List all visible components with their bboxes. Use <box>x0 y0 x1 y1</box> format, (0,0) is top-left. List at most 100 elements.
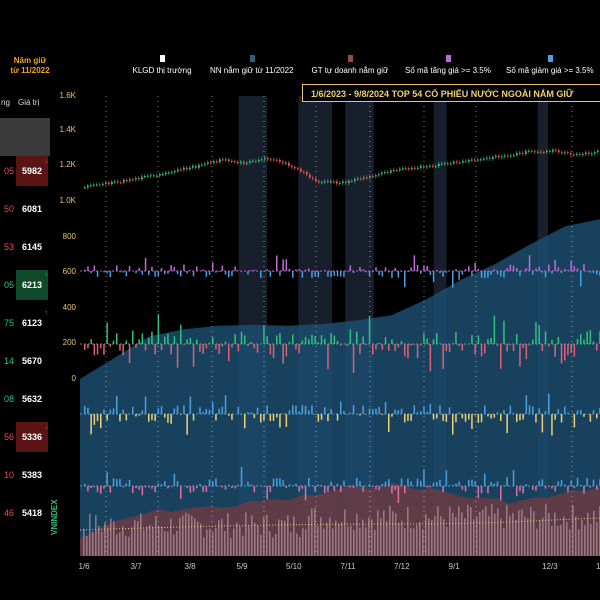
foreign-flow-bar <box>410 344 412 346</box>
volume-bar <box>281 519 283 556</box>
vnindex-candle <box>384 172 386 174</box>
breadth-bar <box>432 271 435 283</box>
breadth-bar <box>260 271 262 278</box>
foreign-flow-bar <box>253 344 256 349</box>
prop-flow-bar <box>448 485 451 486</box>
vnindex-candle <box>591 153 593 155</box>
prop-flow-bar <box>205 486 208 493</box>
prop-flow-bar <box>189 486 192 493</box>
prop-flow-bar <box>589 486 592 488</box>
sector-flow-bar <box>368 408 371 414</box>
table-row[interactable]: 53 6145 <box>0 232 50 262</box>
table-row[interactable]: 10 5383 <box>0 460 50 490</box>
foreign-flow-bar <box>144 344 147 351</box>
foreign-flow-bar <box>186 339 188 344</box>
vnindex-candle <box>516 153 518 156</box>
sector-flow-bar <box>461 414 464 419</box>
sector-flow-bar <box>90 414 92 435</box>
breadth-bar <box>237 270 240 271</box>
breadth-bar <box>375 267 377 271</box>
sector-flow-bar <box>244 414 246 429</box>
breadth-bar <box>263 271 265 272</box>
prop-flow-bar <box>138 486 140 490</box>
volume-bar <box>272 537 274 556</box>
foreign-flow-bar <box>266 336 268 344</box>
vnindex-candle <box>336 181 338 184</box>
prop-flow-bar <box>359 481 361 486</box>
foreign-flow-bar <box>522 344 524 348</box>
y-tick-label: 1.4K <box>59 125 76 134</box>
foreign-flow-bar <box>295 344 297 350</box>
table-row[interactable]: 05 6213 ↑ <box>0 270 50 300</box>
x-tick-label: 7/11 <box>340 562 356 571</box>
sector-flow-bar <box>487 414 489 417</box>
prop-flow-bar <box>144 486 147 488</box>
volume-bar <box>383 510 385 556</box>
foreign-holding-area <box>80 219 600 557</box>
table-row[interactable]: 56 5336 ↓ <box>0 422 50 452</box>
foreign-flow-bar <box>359 344 361 354</box>
vnindex-candle <box>147 175 149 177</box>
sector-flow-bar <box>269 414 272 422</box>
x-tick-label: 5/10 <box>286 562 302 571</box>
vnindex-candle <box>219 159 221 163</box>
vnindex-candle <box>174 171 176 173</box>
prop-flow-bar <box>397 486 400 503</box>
table-row[interactable]: 14 5670 <box>0 346 50 376</box>
volume-bar <box>443 519 445 556</box>
vnindex-candle <box>252 160 254 162</box>
prop-flow-bar <box>196 486 198 489</box>
foreign-flow-bar <box>458 344 460 347</box>
vnindex-candle <box>177 169 179 172</box>
vnindex-candle <box>135 178 137 180</box>
prop-flow-bar <box>471 479 473 486</box>
breadth-bar <box>231 271 233 277</box>
vnindex-candle <box>345 181 347 183</box>
volume-bar <box>482 509 484 556</box>
volume-bar <box>500 518 502 556</box>
table-row[interactable]: 50 6081 <box>0 194 50 224</box>
prop-flow-bar <box>500 486 502 501</box>
sector-flow-bar <box>135 414 137 417</box>
sector-flow-bar <box>144 396 147 414</box>
table-row[interactable]: 75 6123 ↑ <box>0 308 50 338</box>
y-tick-label: 1.6K <box>59 91 76 100</box>
legend-swatch <box>250 55 255 62</box>
prop-flow-bar <box>240 467 243 486</box>
breadth-bar <box>532 271 534 275</box>
vnindex-candle <box>483 158 485 160</box>
table-row[interactable]: 46 5418 <box>0 498 50 528</box>
vnindex-candle <box>474 159 476 161</box>
breadth-bar <box>365 271 368 273</box>
sector-flow-bar <box>253 414 256 419</box>
foreign-flow-bar <box>509 344 512 346</box>
foreign-flow-bar <box>564 344 566 361</box>
sector-flow-bar <box>228 414 230 416</box>
breadth-bar <box>541 271 544 273</box>
table-row[interactable]: 08 5632 <box>0 384 50 414</box>
prop-flow-bar <box>192 486 195 492</box>
vnindex-candle <box>525 151 527 154</box>
breadth-bar <box>317 271 320 278</box>
foreign-flow-bar <box>237 344 240 352</box>
volume-bar <box>419 522 421 556</box>
x-tick-label: 1/6 <box>78 562 90 571</box>
prop-flow-bar <box>295 483 297 486</box>
foreign-flow-bar <box>439 343 441 344</box>
sector-flow-bar <box>183 405 185 414</box>
volume-bar <box>590 523 592 556</box>
prop-flow-bar <box>404 486 406 494</box>
sector-flow-bar <box>480 414 483 423</box>
row-value: 5982 <box>16 156 48 186</box>
sector-flow-bar <box>298 411 300 414</box>
foreign-flow-bar <box>279 332 281 344</box>
vnindex-candle <box>570 152 572 155</box>
volume-bar <box>284 520 286 556</box>
sector-flow-bar <box>557 408 560 414</box>
prop-flow-bar <box>109 486 112 493</box>
table-row[interactable]: 05 5982 ↓ <box>0 156 50 186</box>
sector-flow-bar <box>522 414 524 420</box>
foreign-flow-bar <box>327 344 329 370</box>
row-value: 5336 <box>16 422 48 452</box>
volume-bar <box>470 506 472 556</box>
